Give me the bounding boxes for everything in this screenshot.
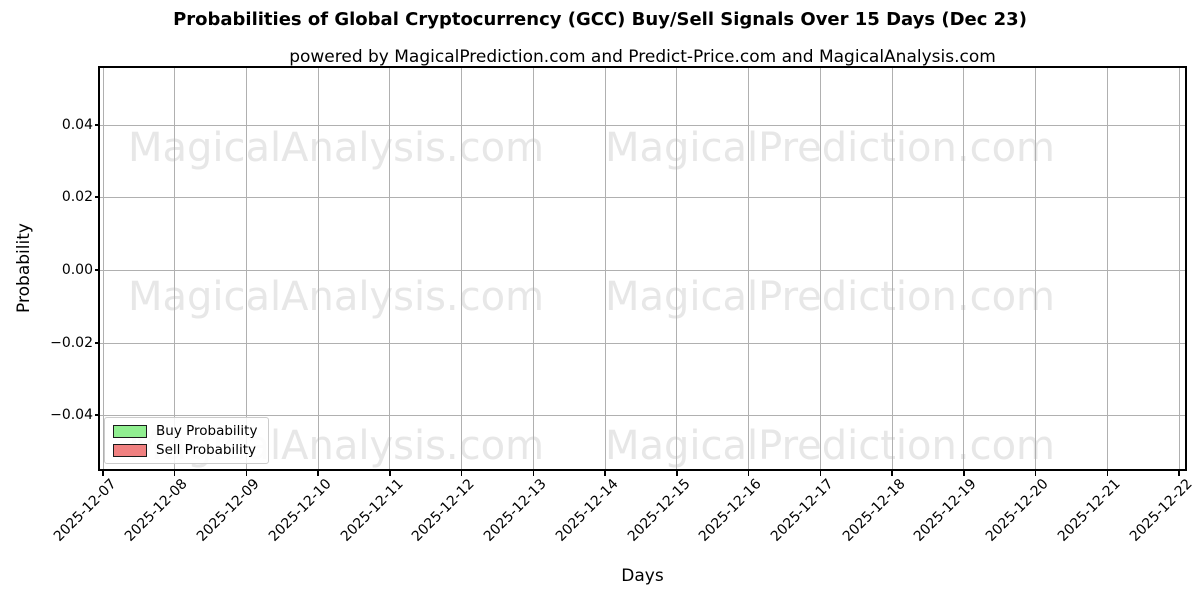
y-gridline [100,414,1185,416]
x-gridline [389,68,391,469]
x-tick-label: 2025-12-15 [624,476,694,545]
y-tick-mark [95,196,100,198]
x-gridline [891,68,893,469]
x-gridline [748,68,750,469]
x-gridline [604,68,606,469]
x-tick-label: 2025-12-07 [50,476,120,545]
x-gridline [1035,68,1037,469]
legend: Buy Probability Sell Probability [104,417,270,464]
x-tick-mark [317,471,319,476]
legend-entry-label: Buy Probability [156,423,258,439]
x-tick-mark [1106,471,1109,476]
x-tick-label: 2025-12-12 [409,476,478,545]
legend-entry: Sell Probability [113,442,257,458]
x-tick-label: 2025-12-22 [1126,476,1196,545]
x-tick-mark [963,471,965,476]
plot-area: MagicalAnalysis.com MagicalPrediction.com… [98,66,1187,471]
x-tick-label: 2025-12-09 [193,476,263,545]
x-tick-label: 2025-12-08 [122,476,192,545]
y-gridline [100,269,1185,271]
x-tick-mark [604,471,606,476]
y-gridline [100,196,1185,198]
y-tick-label: 0.04 [61,117,93,133]
x-tick-mark [102,471,104,476]
legend-entry-label: Sell Probability [156,442,257,458]
x-tick-mark [1034,471,1037,476]
watermark-text: MagicalPrediction.com [605,423,1055,469]
x-tick-mark [173,471,176,476]
x-tick-mark [819,471,822,476]
x-tick-label: 2025-12-21 [1054,476,1124,545]
watermark-text: MagicalPrediction.com [605,125,1055,171]
x-gridline [1178,68,1180,469]
y-tick-mark [95,342,100,344]
x-gridline [317,68,319,469]
x-tick-mark [245,471,248,476]
x-tick-label: 2025-12-13 [480,476,550,545]
x-gridline [245,68,247,469]
y-gridline [100,124,1185,126]
watermark-text: MagicalAnalysis.com [127,125,545,171]
x-gridline [461,68,463,469]
x-axis-label: Days [621,566,664,586]
legend-swatch [113,424,147,438]
chart-title: Probabilities of Global Cryptocurrency (… [173,9,1027,30]
x-tick-mark [389,471,391,476]
y-tick-mark [95,414,100,416]
x-tick-label: 2025-12-17 [767,476,837,545]
chart-subtitle: powered by MagicalPrediction.com and Pre… [289,47,996,67]
y-tick-mark [95,124,100,126]
y-tick-label: −0.02 [50,335,93,351]
x-tick-label: 2025-12-16 [696,476,765,545]
x-tick-label: 2025-12-19 [911,476,981,545]
y-tick-mark [95,269,100,271]
x-tick-label: 2025-12-20 [983,476,1052,545]
legend-entry: Buy Probability [113,423,257,439]
x-gridline [963,68,965,469]
legend-swatch [113,443,147,457]
y-tick-label: 0.00 [61,262,93,278]
x-tick-label: 2025-12-10 [265,476,335,545]
watermark-text: MagicalPrediction.com [605,274,1055,320]
x-tick-mark [460,471,463,476]
x-tick-mark [891,471,893,476]
x-tick-label: 2025-12-11 [337,476,407,545]
x-tick-mark [1178,471,1180,476]
y-gridline [100,342,1185,344]
x-gridline [174,68,176,469]
watermark-text: MagicalAnalysis.com [127,274,545,320]
y-tick-label: −0.04 [50,407,93,423]
x-gridline [819,68,821,469]
x-tick-mark [747,471,750,476]
x-gridline [1106,68,1108,469]
x-gridline [102,68,104,469]
x-tick-mark [532,471,535,476]
x-tick-label: 2025-12-18 [839,476,909,545]
x-tick-mark [676,471,678,476]
x-gridline [532,68,534,469]
x-gridline [676,68,678,469]
y-tick-label: 0.02 [61,189,93,205]
x-tick-label: 2025-12-14 [552,476,622,545]
